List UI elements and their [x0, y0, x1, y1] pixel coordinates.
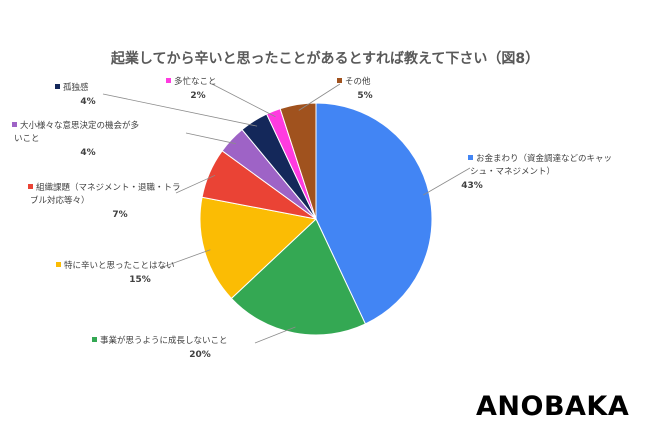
brand-logo: ANOBAKA [476, 391, 630, 422]
leader-line [211, 83, 276, 118]
leader-line [175, 174, 216, 194]
leader-line [102, 93, 258, 127]
pie-slice [279, 102, 317, 220]
slice-label: 特に辛いと思ったことはない 15% [56, 260, 175, 285]
legend-key [92, 337, 97, 342]
slice-label-text: 組織課題（マネジメント・退職・トラ [36, 182, 181, 193]
leader-line [159, 249, 211, 269]
legend-key [166, 78, 171, 83]
slice-label-text: ブル対応等々） [30, 195, 90, 206]
legend-key [12, 122, 17, 127]
legend-key [56, 262, 61, 267]
pie-slices [199, 102, 433, 336]
slice-percent-label: 2% [190, 91, 205, 101]
slice-percent-label: 7% [112, 210, 127, 220]
slice-label-text: 大小様々な意思決定の機会が多 [20, 120, 140, 131]
legend-key [28, 184, 33, 189]
slice-label-text: 事業が思うように成長しないこと [100, 335, 228, 346]
slice-label-text: シュ・マネジメント） [470, 166, 555, 177]
leader-lines [102, 83, 471, 344]
slice-label-text: その他 [345, 76, 371, 87]
leader-line [423, 167, 471, 196]
pie-slice [230, 218, 367, 336]
legend-key [55, 84, 60, 89]
legend-key [468, 155, 473, 160]
slice-percent-label: 4% [80, 148, 95, 158]
slice-label-text: いこと [14, 134, 40, 144]
chart-title: 起業してから辛いと思ったことがあるとすれば教えて下さい（図8） [110, 50, 539, 67]
slice-label: その他 5% [337, 76, 373, 101]
slice-label-text: 特に辛いと思ったことはない [64, 260, 175, 271]
slice-label: 孤独感 4% [55, 82, 96, 107]
slice-label: 事業が思うように成長しないこと 20% [92, 335, 228, 360]
slice-label-text: 多忙なこと [174, 76, 217, 87]
legend-key [337, 78, 342, 83]
pie-slice [315, 102, 433, 325]
slice-percent-label: 43% [461, 181, 483, 191]
leader-line [185, 132, 236, 145]
slice-percent-label: 20% [189, 350, 211, 360]
slice-percent-label: 15% [129, 275, 151, 285]
slice-label-text: 孤独感 [63, 82, 89, 93]
slice-percent-label: 5% [357, 91, 372, 101]
slice-label: 多忙なこと 2% [166, 76, 217, 101]
slice-label-text: お金まわり（資金調達などのキャッ [476, 153, 612, 164]
leader-line [298, 83, 341, 111]
leader-line [254, 326, 296, 344]
slice-percent-label: 4% [80, 97, 95, 107]
